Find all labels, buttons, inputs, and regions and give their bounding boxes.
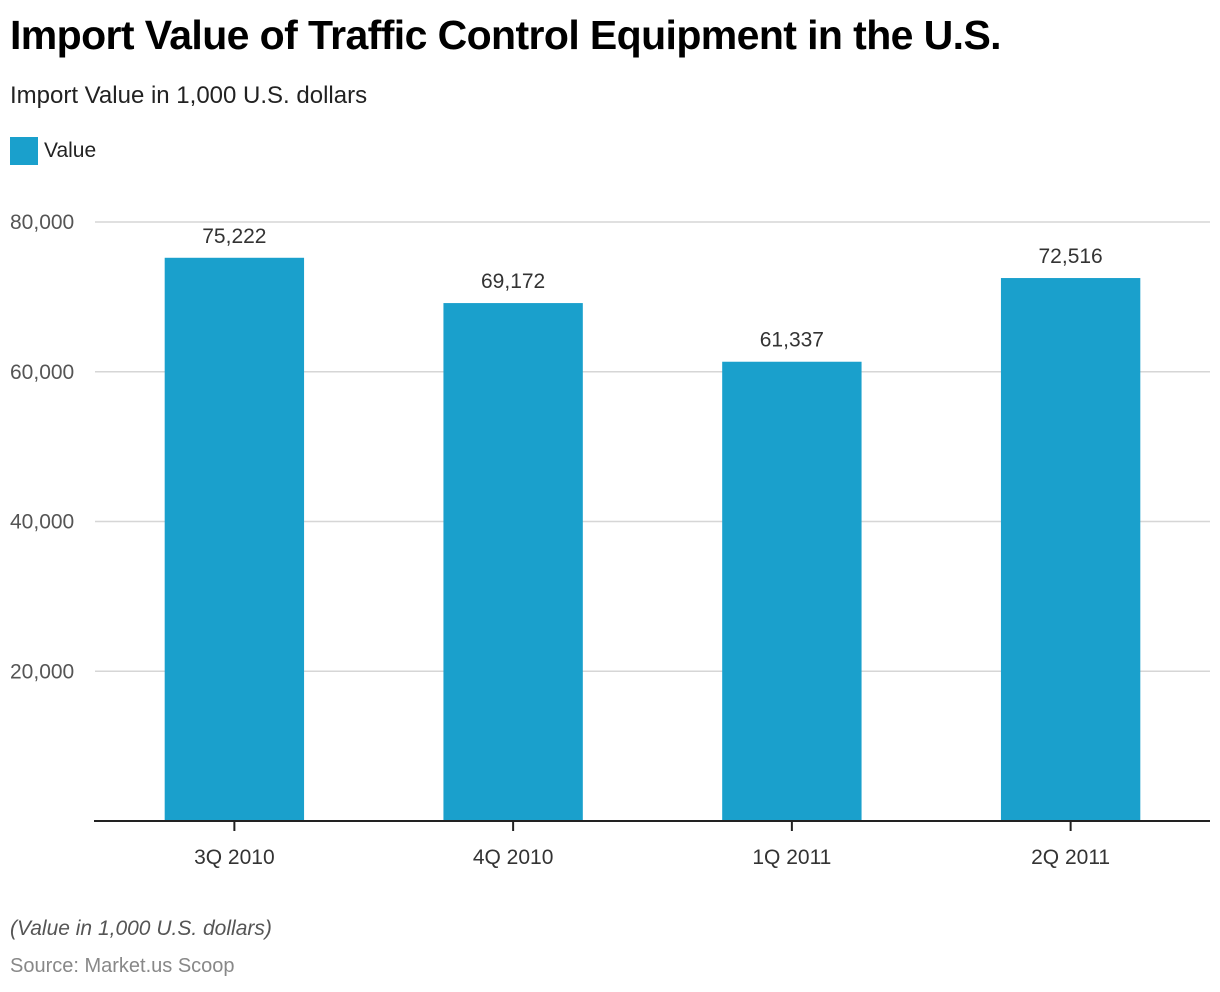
x-axis: 3Q 2010 4Q 2010 1Q 2011 2Q 2011 xyxy=(94,820,1210,869)
bar xyxy=(164,257,305,821)
x-tick-label: 4Q 2010 xyxy=(473,846,554,869)
y-tick-label: 60,000 xyxy=(10,361,74,384)
y-axis-ticks: 20,000 40,000 60,000 80,000 xyxy=(10,211,74,683)
y-tick-label: 80,000 xyxy=(10,211,74,234)
x-tick-label: 2Q 2011 xyxy=(1031,846,1110,869)
y-tick-label: 40,000 xyxy=(10,511,74,534)
bar xyxy=(443,303,583,821)
data-label: 69,172 xyxy=(481,270,545,293)
data-label: 72,516 xyxy=(1039,245,1103,268)
footnote: (Value in 1,000 U.S. dollars) xyxy=(10,917,272,940)
chart-subtitle: Import Value in 1,000 U.S. dollars xyxy=(10,82,368,109)
bar-chart: 20,000 40,000 60,000 80,000 75,222 69,172 61,… xyxy=(10,211,1210,869)
legend-swatch-value xyxy=(10,137,38,165)
data-labels: 75,222 69,172 61,337 72,516 xyxy=(200,223,1104,354)
data-label: 75,222 xyxy=(202,225,266,248)
bars xyxy=(164,257,1141,821)
legend-label-value: Value xyxy=(44,139,97,162)
data-label: 61,337 xyxy=(760,329,824,352)
y-tick-label: 20,000 xyxy=(10,660,74,683)
source-label: Source: Market.us Scoop xyxy=(10,955,235,977)
bar xyxy=(722,361,862,821)
chart-title: Import Value of Traffic Control Equipmen… xyxy=(10,12,1002,58)
x-tick-label: 1Q 2011 xyxy=(752,846,831,869)
x-tick-label: 3Q 2010 xyxy=(194,846,275,869)
legend: Value xyxy=(10,137,96,165)
bar xyxy=(1000,278,1141,821)
